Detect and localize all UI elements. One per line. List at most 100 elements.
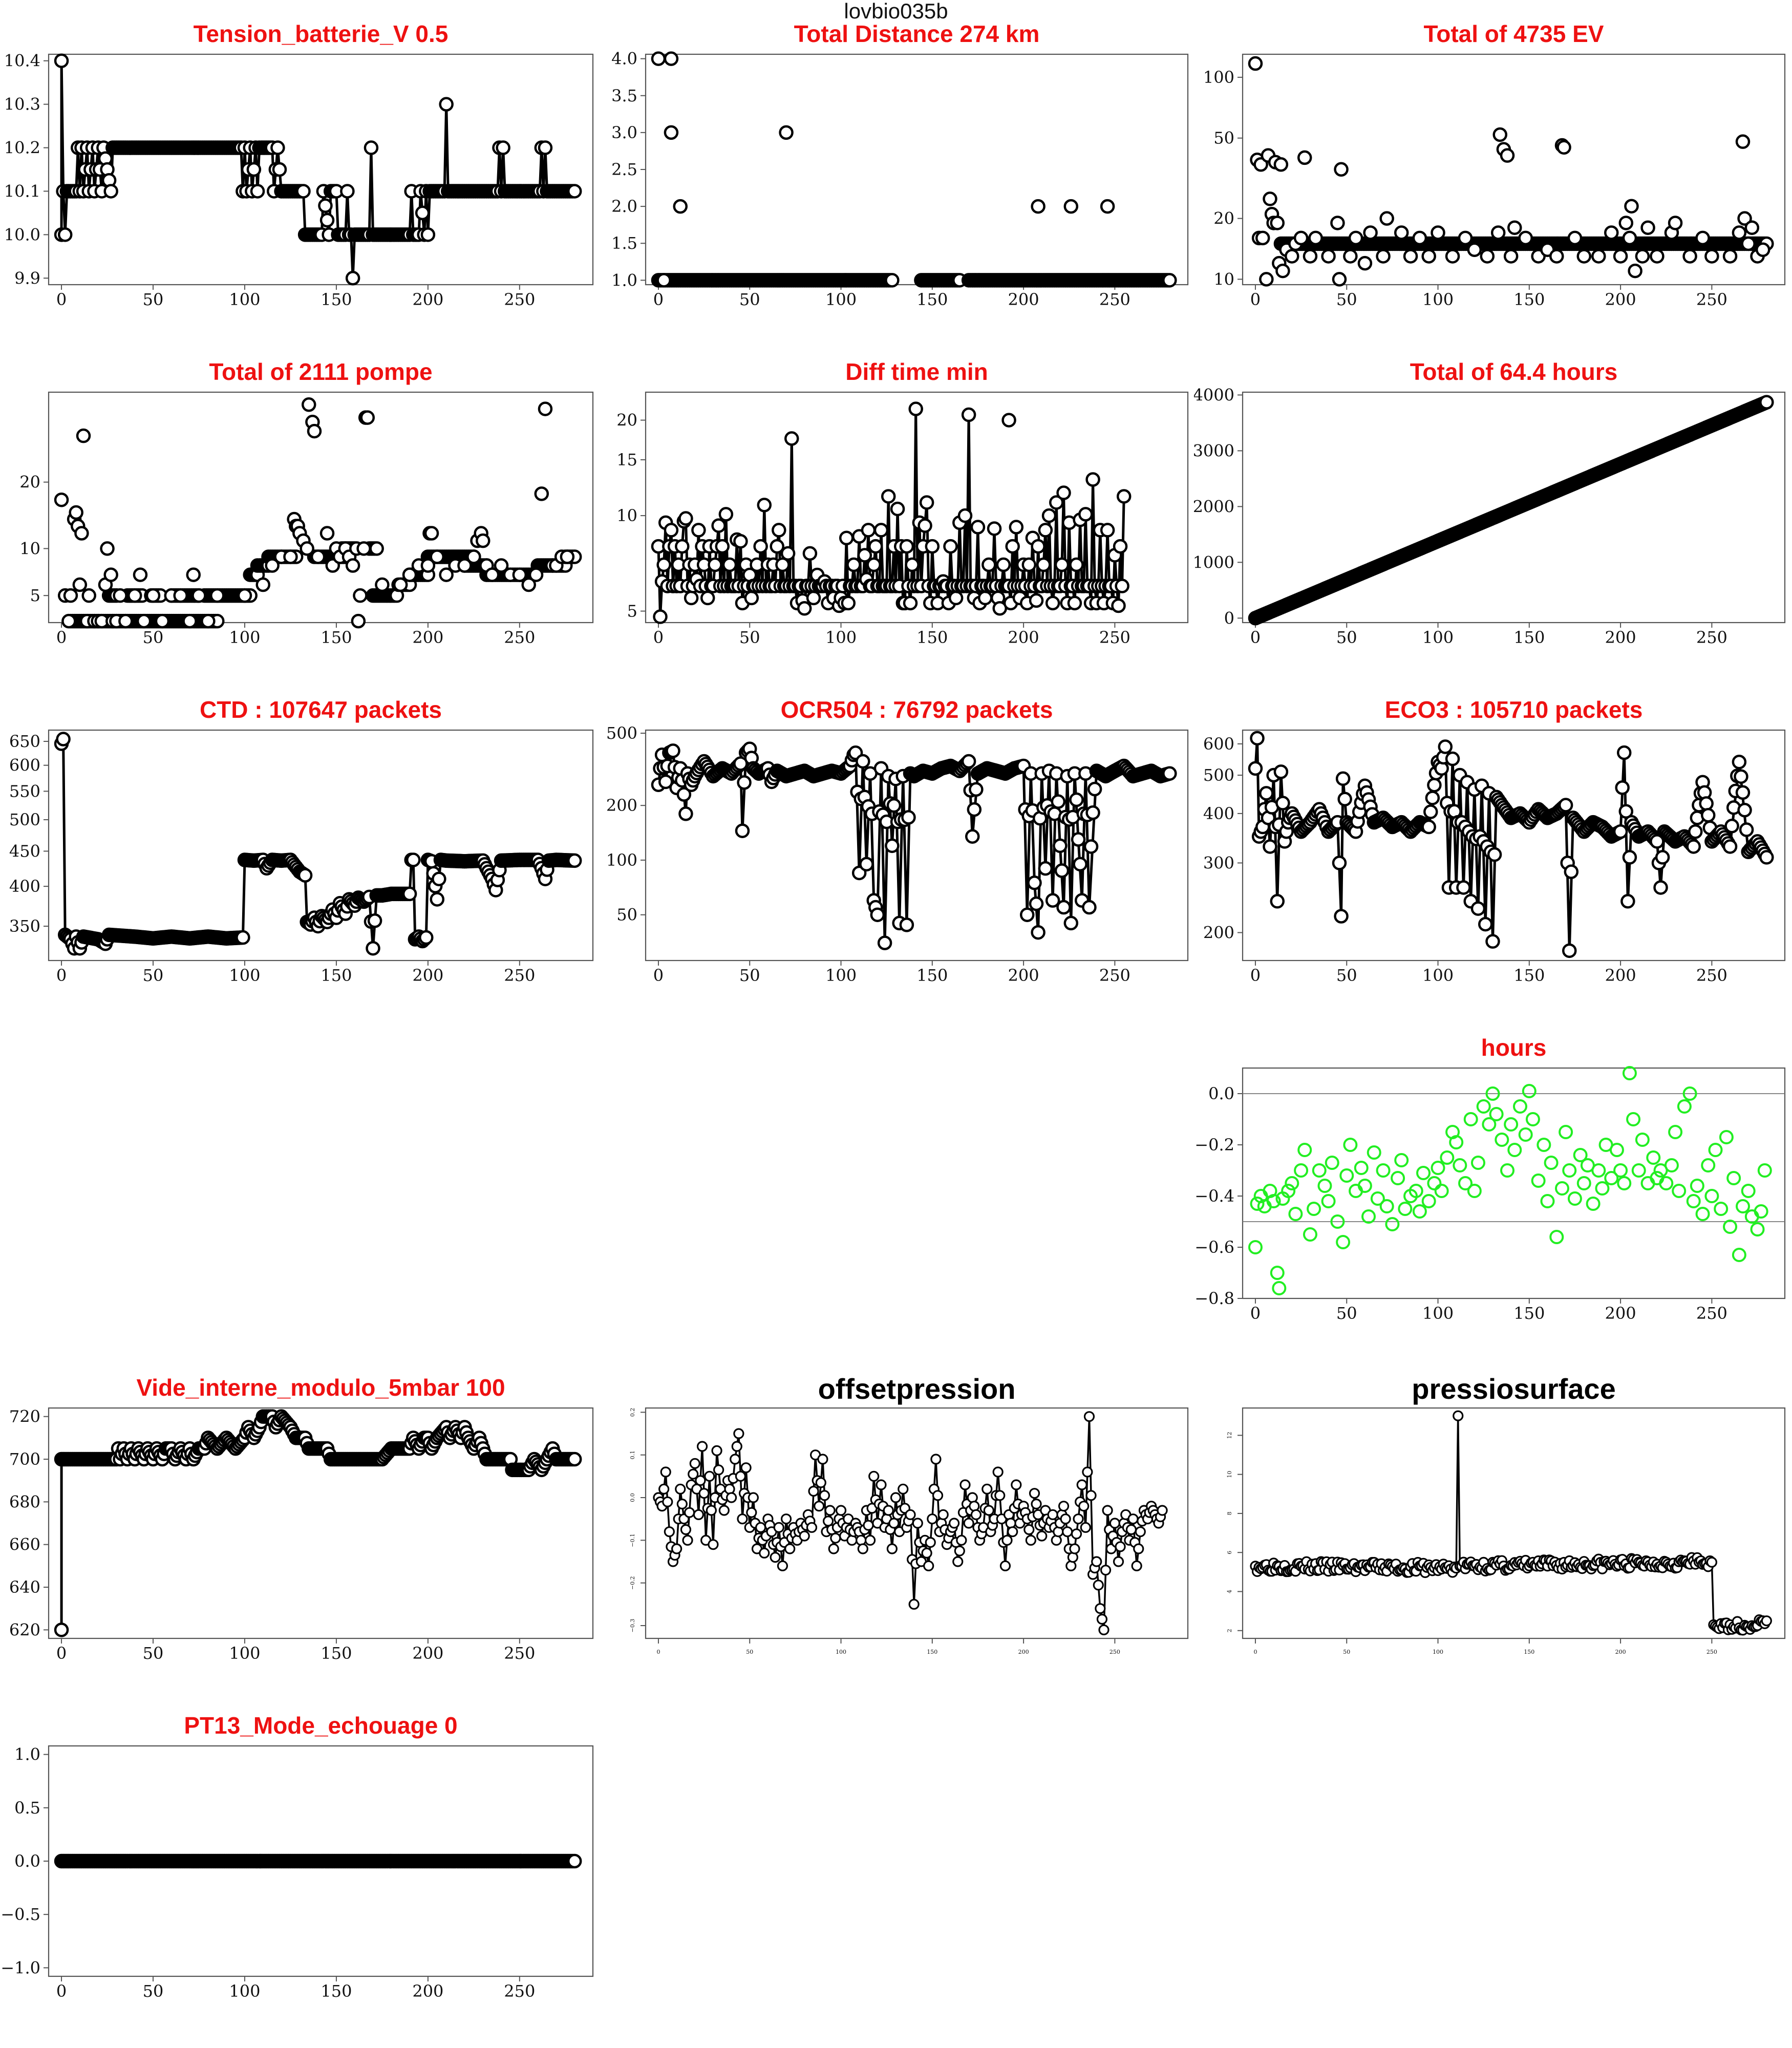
data-point bbox=[901, 810, 916, 825]
data-point bbox=[1609, 1143, 1624, 1157]
x-tick-label: 100 bbox=[229, 1981, 260, 2001]
data-point bbox=[1325, 1156, 1339, 1170]
data-point bbox=[402, 567, 417, 582]
data-point bbox=[63, 588, 78, 603]
data-point bbox=[1626, 1112, 1641, 1126]
data-point bbox=[1332, 272, 1347, 287]
y-tick-label: 4.0 bbox=[611, 49, 637, 69]
y-tick-label: 50 bbox=[616, 905, 637, 925]
data-point bbox=[708, 1539, 719, 1550]
data-point bbox=[1049, 495, 1064, 510]
data-point bbox=[859, 857, 874, 872]
data-point bbox=[735, 823, 750, 838]
data-point bbox=[1367, 1145, 1381, 1160]
data-point bbox=[700, 590, 715, 606]
data-point bbox=[675, 539, 690, 554]
x-tick-label: 100 bbox=[1422, 290, 1454, 309]
data-point bbox=[1723, 1220, 1738, 1234]
data-point bbox=[744, 590, 759, 606]
data-point bbox=[688, 1468, 699, 1480]
chart-offsetpression: offsetpression 0 50 100 150 200 250 −0.3 −0.2 −0.… bbox=[597, 1376, 1194, 1693]
y-tick-label: −0.8 bbox=[1194, 1289, 1234, 1308]
data-point bbox=[919, 495, 934, 510]
x-tick-label: 0 bbox=[56, 290, 67, 309]
y-tick-label: 20 bbox=[616, 411, 637, 430]
data-point bbox=[297, 868, 313, 883]
data-point bbox=[808, 1485, 819, 1497]
data-point bbox=[1080, 1522, 1091, 1533]
y-tick-label: −0.1 bbox=[629, 1533, 636, 1547]
data-point bbox=[680, 1524, 692, 1535]
data-point bbox=[1082, 900, 1097, 915]
data-point bbox=[987, 521, 1002, 536]
data-point bbox=[1507, 1143, 1522, 1157]
x-tick-label: 250 bbox=[1696, 966, 1727, 985]
data-point bbox=[1688, 824, 1703, 839]
data-point bbox=[863, 1520, 874, 1531]
x-tick-label: 200 bbox=[412, 1981, 443, 2001]
data-point bbox=[930, 1454, 942, 1465]
x-tick-label: 50 bbox=[739, 966, 760, 985]
y-tick-label: −0.6 bbox=[1194, 1238, 1234, 1257]
data-point bbox=[1672, 1184, 1687, 1198]
data-point bbox=[301, 397, 316, 412]
data-point bbox=[1463, 1112, 1478, 1126]
data-point bbox=[103, 184, 118, 199]
chart-title: offsetpression bbox=[818, 1376, 1016, 1405]
data-point bbox=[1127, 1513, 1139, 1525]
x-tick-label: 150 bbox=[916, 290, 948, 309]
y-tick-label: 3000 bbox=[1194, 441, 1234, 460]
data-point bbox=[890, 1492, 902, 1503]
x-tick-label: 250 bbox=[504, 290, 535, 309]
chart-title: Total of 64.4 hours bbox=[1410, 360, 1618, 385]
y-tick-label: 600 bbox=[9, 756, 40, 775]
data-point bbox=[1063, 915, 1079, 931]
data-point bbox=[1078, 1501, 1090, 1512]
data-point bbox=[948, 590, 964, 606]
data-point bbox=[1755, 242, 1770, 258]
data-point bbox=[1285, 1176, 1299, 1190]
data-point bbox=[439, 567, 454, 582]
data-point bbox=[899, 918, 914, 932]
y-tick-label: 2.0 bbox=[611, 197, 637, 216]
data-point bbox=[1113, 539, 1128, 554]
data-point bbox=[1307, 1202, 1321, 1216]
data-point bbox=[963, 1518, 974, 1529]
chart-title: Total of 2111 pompe bbox=[209, 360, 432, 385]
data-point bbox=[1507, 220, 1522, 235]
data-point bbox=[1668, 1125, 1683, 1139]
data-point bbox=[870, 907, 885, 922]
data-point bbox=[1617, 1176, 1632, 1190]
data-point bbox=[753, 539, 768, 554]
series-0 bbox=[653, 1411, 1168, 1635]
data-point bbox=[1339, 1168, 1354, 1183]
data-point bbox=[1379, 211, 1394, 226]
data-point bbox=[1624, 199, 1639, 214]
data-point bbox=[1321, 249, 1336, 264]
data-point bbox=[191, 588, 206, 603]
data-point bbox=[430, 549, 445, 564]
data-point bbox=[353, 588, 368, 603]
data-point bbox=[876, 1479, 887, 1490]
series-0 bbox=[54, 732, 582, 956]
data-point bbox=[1273, 764, 1289, 779]
data-point bbox=[830, 1532, 841, 1544]
plot-frame bbox=[645, 729, 1189, 962]
y-tick-label: 15 bbox=[616, 450, 637, 470]
data-point bbox=[1348, 230, 1363, 246]
data-point bbox=[824, 1505, 836, 1516]
y-tick-label: 0.0 bbox=[14, 1851, 40, 1871]
data-point bbox=[402, 886, 417, 902]
x-tick-label: 250 bbox=[1706, 1649, 1717, 1655]
y-tick-label: 1.0 bbox=[611, 270, 637, 290]
data-point bbox=[432, 871, 446, 886]
chart-title: hours bbox=[1481, 1036, 1547, 1061]
data-point bbox=[538, 401, 553, 416]
chart-ocr504-packets: OCR504 : 76792 packets 0 50 100 150 200 250 50 1… bbox=[597, 698, 1194, 1015]
data-point bbox=[755, 1522, 766, 1533]
data-point bbox=[1115, 579, 1129, 593]
data-point bbox=[684, 590, 699, 606]
data-point bbox=[740, 1462, 752, 1474]
plot-frame bbox=[1242, 729, 1786, 962]
y-tick-label: 600 bbox=[1203, 734, 1234, 754]
